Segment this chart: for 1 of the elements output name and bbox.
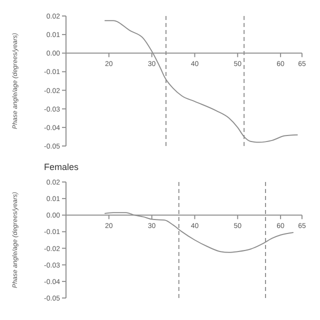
chart-title: Females — [44, 162, 79, 172]
